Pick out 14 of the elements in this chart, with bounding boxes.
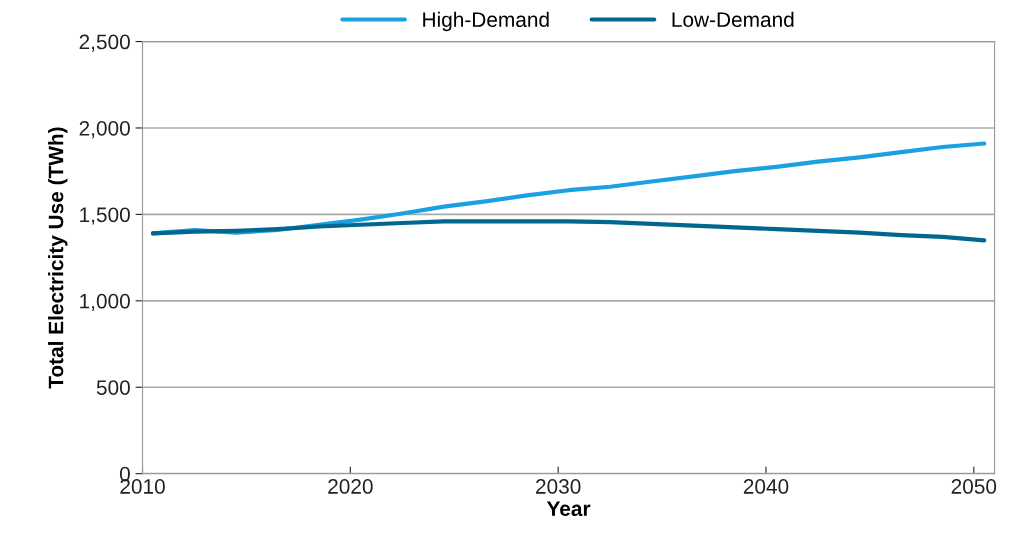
x-tick-label: 2020 bbox=[328, 479, 373, 494]
y-tick-label: 2,000 bbox=[79, 120, 130, 139]
y-tick-label: 500 bbox=[96, 380, 130, 395]
legend-label: High-Demand bbox=[423, 11, 549, 32]
y-tick-label: 2,500 bbox=[79, 34, 130, 52]
y-tick-label: 1,500 bbox=[80, 207, 130, 225]
x-tick-label: 2030 bbox=[536, 479, 581, 494]
x-axis-title: Year bbox=[546, 501, 591, 517]
y-axis-title: Total Electricity Use (TWh) bbox=[48, 127, 68, 389]
x-tick-label: 2040 bbox=[743, 479, 789, 494]
legend-label: Low-Demand bbox=[672, 11, 794, 28]
x-tick-label: 2050 bbox=[951, 479, 997, 494]
y-tick-label: 1,000 bbox=[80, 293, 130, 312]
line-series bbox=[150, 219, 987, 243]
